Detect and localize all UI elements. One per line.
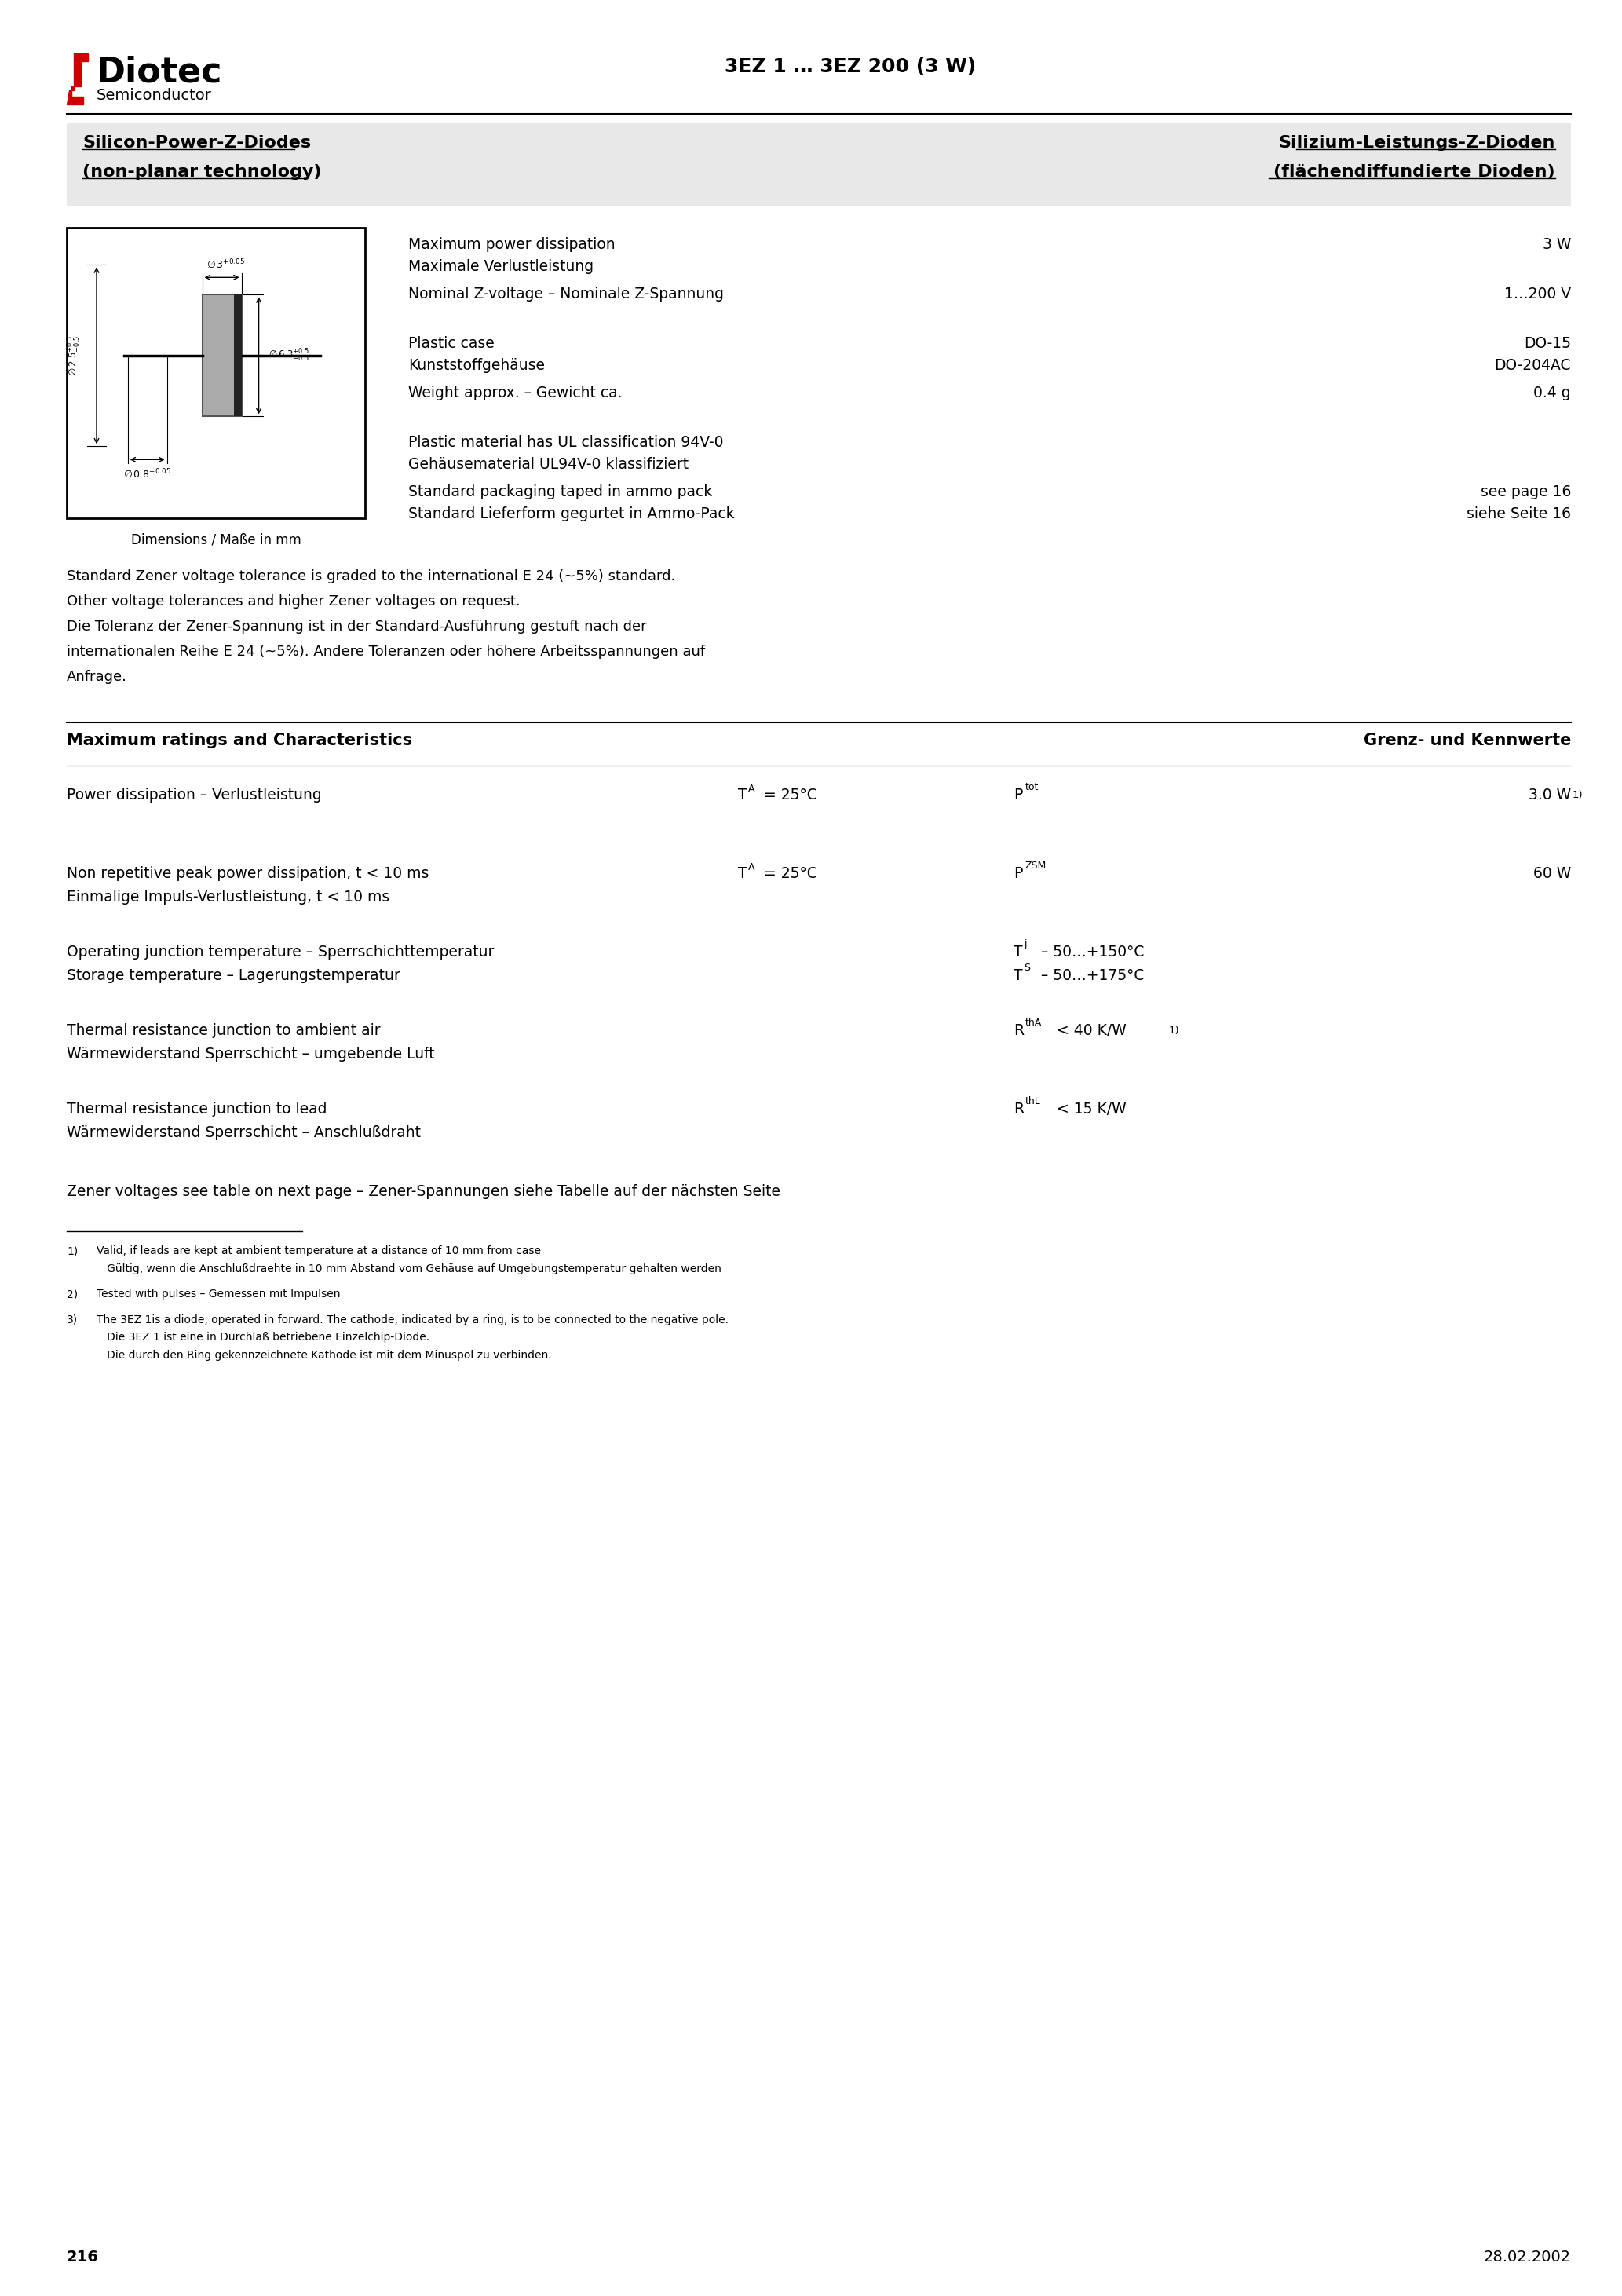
Text: tot: tot bbox=[1025, 783, 1038, 792]
Text: Nominal Z-voltage – Nominale Z-Spannung: Nominal Z-voltage – Nominale Z-Spannung bbox=[409, 287, 723, 301]
Text: Power dissipation – Verlustleistung: Power dissipation – Verlustleistung bbox=[67, 788, 321, 804]
Text: 1): 1) bbox=[67, 1244, 78, 1256]
Text: A: A bbox=[748, 863, 754, 872]
Text: 3EZ 1 … 3EZ 200 (3 W): 3EZ 1 … 3EZ 200 (3 W) bbox=[725, 57, 976, 76]
Text: Standard Lieferform gegurtet in Ammo-Pack: Standard Lieferform gegurtet in Ammo-Pac… bbox=[409, 507, 735, 521]
Text: 216: 216 bbox=[67, 2250, 99, 2264]
Text: 28.02.2002: 28.02.2002 bbox=[1484, 2250, 1572, 2264]
Text: T: T bbox=[738, 866, 748, 882]
Text: Wärmewiderstand Sperrschicht – umgebende Luft: Wärmewiderstand Sperrschicht – umgebende… bbox=[67, 1047, 435, 1061]
Text: = 25°C: = 25°C bbox=[759, 788, 817, 804]
Text: Gültig, wenn die Anschlußdraehte in 10 mm Abstand vom Gehäuse auf Umgebungstempe: Gültig, wenn die Anschlußdraehte in 10 m… bbox=[97, 1263, 722, 1274]
Text: The 3EZ 1is a diode, operated in forward. The cathode, indicated by a ring, is t: The 3EZ 1is a diode, operated in forward… bbox=[97, 1313, 728, 1325]
Text: Anfrage.: Anfrage. bbox=[67, 670, 127, 684]
Text: – 50…+175°C: – 50…+175°C bbox=[1041, 969, 1145, 983]
Text: S: S bbox=[1023, 962, 1030, 974]
Text: = 25°C: = 25°C bbox=[759, 866, 817, 882]
Text: 60 W: 60 W bbox=[1533, 866, 1572, 882]
Text: 2): 2) bbox=[67, 1288, 78, 1300]
Text: P: P bbox=[1014, 788, 1023, 804]
Text: A: A bbox=[748, 783, 754, 794]
Text: 1): 1) bbox=[1573, 790, 1583, 799]
Text: 3): 3) bbox=[67, 1313, 78, 1325]
Text: (non-planar technology): (non-planar technology) bbox=[83, 163, 321, 179]
Text: Maximum ratings and Characteristics: Maximum ratings and Characteristics bbox=[67, 732, 412, 748]
Text: Grenz- und Kennwerte: Grenz- und Kennwerte bbox=[1364, 732, 1572, 748]
Text: R: R bbox=[1014, 1024, 1023, 1038]
Text: Weight approx. – Gewicht ca.: Weight approx. – Gewicht ca. bbox=[409, 386, 623, 400]
Text: Valid, if leads are kept at ambient temperature at a distance of 10 mm from case: Valid, if leads are kept at ambient temp… bbox=[97, 1244, 540, 1256]
Text: Plastic case: Plastic case bbox=[409, 335, 495, 351]
Text: siehe Seite 16: siehe Seite 16 bbox=[1466, 507, 1572, 521]
Text: internationalen Reihe E 24 (~5%). Andere Toleranzen oder höhere Arbeitsspannunge: internationalen Reihe E 24 (~5%). Andere… bbox=[67, 645, 706, 659]
Text: Einmalige Impuls-Verlustleistung, t < 10 ms: Einmalige Impuls-Verlustleistung, t < 10… bbox=[67, 889, 389, 905]
FancyBboxPatch shape bbox=[67, 227, 365, 519]
Text: j: j bbox=[1023, 939, 1027, 948]
Text: T: T bbox=[738, 788, 748, 804]
Text: Die 3EZ 1 ist eine in Durchlaß betriebene Einzelchip-Diode.: Die 3EZ 1 ist eine in Durchlaß betrieben… bbox=[97, 1332, 430, 1343]
Text: 1): 1) bbox=[1168, 1026, 1179, 1035]
Text: 3 W: 3 W bbox=[1543, 236, 1572, 253]
Text: – 50…+150°C: – 50…+150°C bbox=[1041, 944, 1145, 960]
Text: Die Toleranz der Zener-Spannung ist in der Standard-Ausführung gestuft nach der: Die Toleranz der Zener-Spannung ist in d… bbox=[67, 620, 647, 634]
Text: P: P bbox=[1014, 866, 1023, 882]
Text: Operating junction temperature – Sperrschichttemperatur: Operating junction temperature – Sperrsc… bbox=[67, 944, 495, 960]
Text: DO-15: DO-15 bbox=[1523, 335, 1572, 351]
Text: Plastic material has UL classification 94V-0: Plastic material has UL classification 9… bbox=[409, 434, 723, 450]
Text: Standard Zener voltage tolerance is graded to the international E 24 (~5%) stand: Standard Zener voltage tolerance is grad… bbox=[67, 569, 675, 583]
Text: DO-204AC: DO-204AC bbox=[1494, 358, 1572, 372]
Text: Die durch den Ring gekennzeichnete Kathode ist mit dem Minuspol zu verbinden.: Die durch den Ring gekennzeichnete Katho… bbox=[97, 1350, 551, 1362]
Text: $\varnothing\,3^{+0.05}$: $\varnothing\,3^{+0.05}$ bbox=[206, 257, 245, 271]
Text: Storage temperature – Lagerungstemperatur: Storage temperature – Lagerungstemperatu… bbox=[67, 969, 401, 983]
Text: 0.4 g: 0.4 g bbox=[1533, 386, 1572, 400]
Bar bbox=[234, 294, 242, 416]
Text: Zener voltages see table on next page – Zener-Spannungen siehe Tabelle auf der n: Zener voltages see table on next page – … bbox=[67, 1185, 780, 1199]
Text: 1…200 V: 1…200 V bbox=[1504, 287, 1572, 301]
FancyBboxPatch shape bbox=[67, 124, 1572, 207]
Text: Standard packaging taped in ammo pack: Standard packaging taped in ammo pack bbox=[409, 484, 712, 501]
Text: (flächendiffundierte Dioden): (flächendiffundierte Dioden) bbox=[1273, 163, 1555, 179]
Text: thA: thA bbox=[1025, 1017, 1041, 1029]
Text: $\varnothing\,0.8^{+0.05}$: $\varnothing\,0.8^{+0.05}$ bbox=[123, 468, 172, 480]
Text: 3.0 W: 3.0 W bbox=[1528, 788, 1572, 804]
Text: Non repetitive peak power dissipation, t < 10 ms: Non repetitive peak power dissipation, t… bbox=[67, 866, 428, 882]
Text: Dimensions / Maße in mm: Dimensions / Maße in mm bbox=[131, 533, 302, 546]
Text: Semiconductor: Semiconductor bbox=[97, 87, 212, 103]
Text: Silizium-Leistungs-Z-Dioden: Silizium-Leistungs-Z-Dioden bbox=[1278, 135, 1555, 152]
Polygon shape bbox=[67, 53, 88, 103]
Text: thL: thL bbox=[1025, 1095, 1041, 1107]
Text: < 40 K/W: < 40 K/W bbox=[1058, 1024, 1127, 1038]
Text: Maximum power dissipation: Maximum power dissipation bbox=[409, 236, 615, 253]
Text: < 15 K/W: < 15 K/W bbox=[1058, 1102, 1127, 1116]
Text: R: R bbox=[1014, 1102, 1023, 1116]
Text: Thermal resistance junction to lead: Thermal resistance junction to lead bbox=[67, 1102, 328, 1116]
Text: $\varnothing\,6.3^{+0.5}_{-0.5}$: $\varnothing\,6.3^{+0.5}_{-0.5}$ bbox=[268, 347, 310, 363]
Text: Diotec: Diotec bbox=[97, 55, 222, 90]
Text: Silicon-Power-Z-Diodes: Silicon-Power-Z-Diodes bbox=[83, 135, 311, 152]
Text: Kunststoffgehäuse: Kunststoffgehäuse bbox=[409, 358, 545, 372]
Text: Gehäusematerial UL94V-0 klassifiziert: Gehäusematerial UL94V-0 klassifiziert bbox=[409, 457, 689, 473]
Text: $\varnothing\,2.5^{+0.5}_{-0.5}$: $\varnothing\,2.5^{+0.5}_{-0.5}$ bbox=[67, 335, 83, 377]
Text: ZSM: ZSM bbox=[1025, 861, 1046, 870]
Text: T: T bbox=[1014, 944, 1023, 960]
Text: Tested with pulses – Gemessen mit Impulsen: Tested with pulses – Gemessen mit Impuls… bbox=[97, 1288, 341, 1300]
Text: Thermal resistance junction to ambient air: Thermal resistance junction to ambient a… bbox=[67, 1024, 381, 1038]
Text: Wärmewiderstand Sperrschicht – Anschlußdraht: Wärmewiderstand Sperrschicht – Anschlußd… bbox=[67, 1125, 420, 1141]
Bar bbox=[203, 294, 242, 416]
Text: see page 16: see page 16 bbox=[1481, 484, 1572, 501]
Text: Other voltage tolerances and higher Zener voltages on request.: Other voltage tolerances and higher Zene… bbox=[67, 595, 521, 608]
Text: T: T bbox=[1014, 969, 1023, 983]
Text: Maximale Verlustleistung: Maximale Verlustleistung bbox=[409, 259, 594, 273]
